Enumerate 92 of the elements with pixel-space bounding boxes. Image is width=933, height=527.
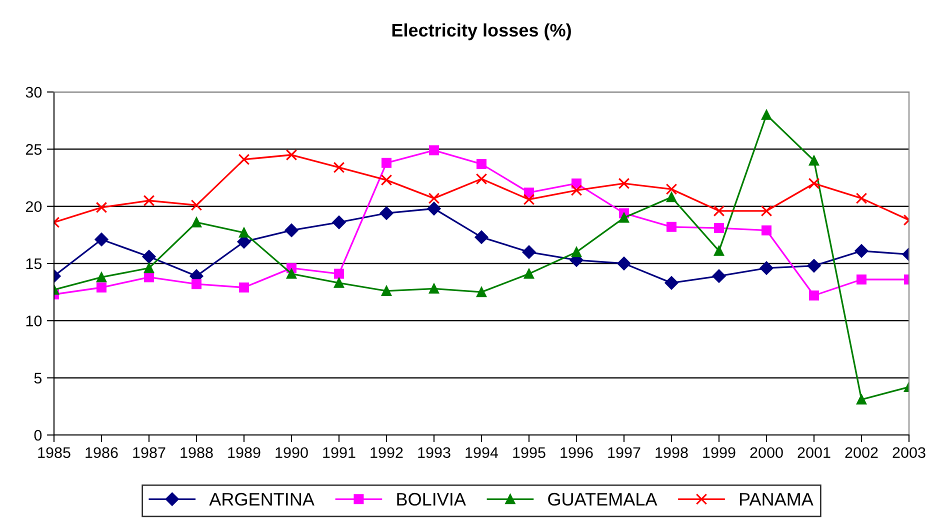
point — [522, 245, 536, 259]
point — [382, 286, 392, 296]
point — [142, 250, 156, 264]
point — [286, 268, 296, 279]
point — [713, 205, 725, 217]
point — [523, 194, 535, 206]
x-tick-label: 1994 — [466, 447, 498, 458]
point — [429, 284, 439, 294]
point — [570, 184, 582, 196]
x-tick-label: 1988 — [180, 447, 213, 458]
point — [666, 192, 676, 202]
point — [333, 162, 345, 174]
point — [666, 183, 678, 195]
point — [427, 202, 441, 216]
point — [380, 174, 392, 186]
point — [334, 278, 344, 288]
point — [96, 282, 106, 293]
point — [619, 212, 629, 223]
point — [380, 206, 394, 220]
point — [856, 192, 868, 204]
legend-label: BOLIVIA — [397, 492, 466, 506]
point — [190, 199, 202, 211]
point — [143, 194, 155, 206]
x-tick-label: 2003 — [892, 447, 926, 458]
point — [476, 287, 486, 298]
point — [238, 154, 250, 166]
x-tick-label: 2002 — [845, 447, 878, 458]
y-tick-label: 0 — [34, 430, 42, 441]
point — [144, 263, 154, 274]
x-tick-label: 2000 — [750, 447, 783, 458]
x-tick-label: 1998 — [656, 447, 688, 458]
y-tick-label: 25 — [26, 144, 42, 155]
point — [760, 261, 774, 275]
point — [334, 268, 344, 279]
point — [712, 269, 726, 283]
point — [809, 156, 819, 166]
y-tick-label: 5 — [34, 372, 42, 384]
point — [807, 259, 821, 273]
point — [854, 244, 868, 258]
x-tick-label: 1987 — [133, 447, 166, 458]
y-tick-label: 10 — [26, 316, 42, 326]
point — [809, 290, 819, 301]
x-tick-label: 1985 — [38, 447, 70, 458]
point — [714, 223, 724, 234]
y-tick-label: 15 — [26, 258, 42, 270]
legend-label: GUATEMALA — [548, 492, 658, 506]
x-tick-label: 1993 — [418, 447, 450, 458]
x-tick-label: 1989 — [228, 447, 260, 458]
x-tick-label: 1995 — [513, 447, 546, 458]
point — [428, 192, 440, 204]
point — [96, 202, 108, 214]
legend-label: PANAMA — [740, 493, 814, 506]
point — [476, 173, 488, 185]
point — [618, 178, 630, 190]
x-tick-label: 1996 — [560, 447, 593, 458]
x-tick-label: 1997 — [608, 447, 640, 458]
point — [96, 272, 106, 282]
point — [382, 158, 392, 168]
point — [474, 230, 488, 244]
x-tick-label: 1999 — [703, 447, 736, 458]
point — [856, 394, 866, 405]
point — [760, 205, 772, 217]
point — [664, 276, 678, 290]
x-tick-label: 1991 — [323, 447, 356, 458]
legend-label: ARGENTINA — [209, 492, 314, 506]
point — [192, 279, 202, 290]
point — [192, 217, 202, 228]
point — [332, 216, 346, 230]
point — [808, 178, 820, 190]
point — [762, 110, 772, 120]
x-tick-label: 1990 — [276, 447, 308, 458]
chart-title: Electricity losses (%) — [392, 23, 571, 40]
point — [762, 225, 772, 236]
point — [524, 268, 534, 279]
point — [856, 274, 866, 285]
x-tick-label: 1986 — [86, 447, 118, 458]
point — [144, 272, 154, 282]
point — [239, 228, 249, 238]
point — [666, 222, 676, 232]
point — [617, 256, 631, 270]
point — [572, 247, 582, 258]
point — [94, 232, 108, 246]
y-tick-label: 30 — [26, 86, 42, 98]
x-tick-label: 1992 — [370, 447, 403, 458]
x-tick-label: 2001 — [798, 447, 830, 458]
y-tick-label: 20 — [26, 201, 42, 212]
point — [714, 246, 724, 256]
point — [286, 149, 298, 161]
point — [239, 282, 249, 293]
point — [476, 159, 486, 170]
point — [284, 224, 298, 238]
point — [429, 145, 439, 156]
